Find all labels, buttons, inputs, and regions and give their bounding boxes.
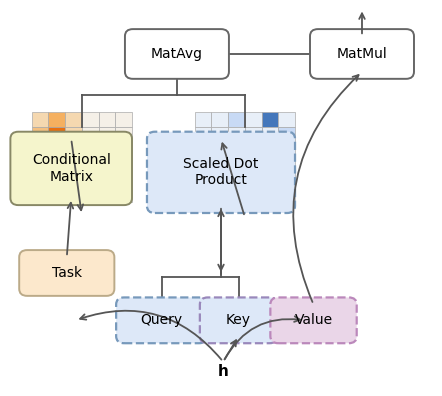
Bar: [245, 157, 262, 172]
Bar: [99, 187, 115, 202]
Bar: [245, 112, 262, 127]
FancyBboxPatch shape: [147, 132, 295, 213]
Bar: [262, 127, 278, 142]
Bar: [31, 172, 48, 187]
FancyBboxPatch shape: [11, 132, 132, 205]
Bar: [245, 127, 262, 142]
Bar: [48, 127, 65, 142]
Bar: [82, 142, 99, 157]
Bar: [65, 127, 82, 142]
Bar: [262, 172, 278, 187]
Bar: [211, 142, 228, 157]
Bar: [278, 187, 295, 202]
Bar: [115, 127, 132, 142]
Bar: [99, 127, 115, 142]
Bar: [245, 142, 262, 157]
Bar: [228, 187, 245, 202]
Bar: [194, 157, 211, 172]
Bar: [65, 142, 82, 157]
FancyBboxPatch shape: [310, 29, 414, 79]
Bar: [115, 187, 132, 202]
Bar: [194, 142, 211, 157]
Bar: [31, 127, 48, 142]
Text: Scaled Dot
Product: Scaled Dot Product: [183, 157, 259, 187]
Text: MatAvg: MatAvg: [151, 47, 203, 61]
Bar: [228, 142, 245, 157]
Bar: [228, 157, 245, 172]
Bar: [31, 187, 48, 202]
Bar: [211, 172, 228, 187]
Bar: [82, 127, 99, 142]
Bar: [228, 172, 245, 187]
FancyBboxPatch shape: [200, 297, 278, 343]
Bar: [31, 142, 48, 157]
Bar: [48, 157, 65, 172]
Bar: [211, 187, 228, 202]
FancyBboxPatch shape: [19, 250, 114, 296]
Bar: [115, 172, 132, 187]
Bar: [99, 112, 115, 127]
Text: MatMul: MatMul: [337, 47, 387, 61]
Bar: [65, 172, 82, 187]
Bar: [194, 112, 211, 127]
Bar: [48, 187, 65, 202]
Bar: [194, 187, 211, 202]
Bar: [245, 187, 262, 202]
Bar: [99, 142, 115, 157]
Bar: [278, 127, 295, 142]
Bar: [194, 127, 211, 142]
Bar: [262, 157, 278, 172]
Bar: [82, 112, 99, 127]
Bar: [278, 142, 295, 157]
Bar: [82, 157, 99, 172]
Bar: [211, 157, 228, 172]
Bar: [211, 112, 228, 127]
Bar: [82, 172, 99, 187]
Bar: [228, 112, 245, 127]
Bar: [65, 187, 82, 202]
Bar: [228, 127, 245, 142]
Bar: [48, 172, 65, 187]
Bar: [48, 142, 65, 157]
Bar: [262, 187, 278, 202]
Bar: [31, 157, 48, 172]
Bar: [194, 172, 211, 187]
Bar: [99, 157, 115, 172]
Bar: [31, 112, 48, 127]
FancyBboxPatch shape: [271, 297, 357, 343]
Bar: [115, 142, 132, 157]
Bar: [65, 112, 82, 127]
Text: Task: Task: [52, 266, 82, 280]
Bar: [262, 112, 278, 127]
FancyBboxPatch shape: [116, 297, 207, 343]
Bar: [245, 172, 262, 187]
Bar: [278, 157, 295, 172]
Text: Query: Query: [141, 313, 183, 327]
Bar: [278, 172, 295, 187]
Bar: [115, 157, 132, 172]
FancyBboxPatch shape: [125, 29, 229, 79]
Bar: [115, 112, 132, 127]
Bar: [82, 187, 99, 202]
Text: h: h: [218, 364, 229, 379]
Text: Key: Key: [226, 313, 251, 327]
Bar: [262, 142, 278, 157]
Bar: [99, 172, 115, 187]
Bar: [211, 127, 228, 142]
Bar: [65, 157, 82, 172]
Text: Conditional
Matrix: Conditional Matrix: [32, 153, 110, 183]
Bar: [278, 112, 295, 127]
Bar: [48, 112, 65, 127]
Text: Value: Value: [294, 313, 332, 327]
